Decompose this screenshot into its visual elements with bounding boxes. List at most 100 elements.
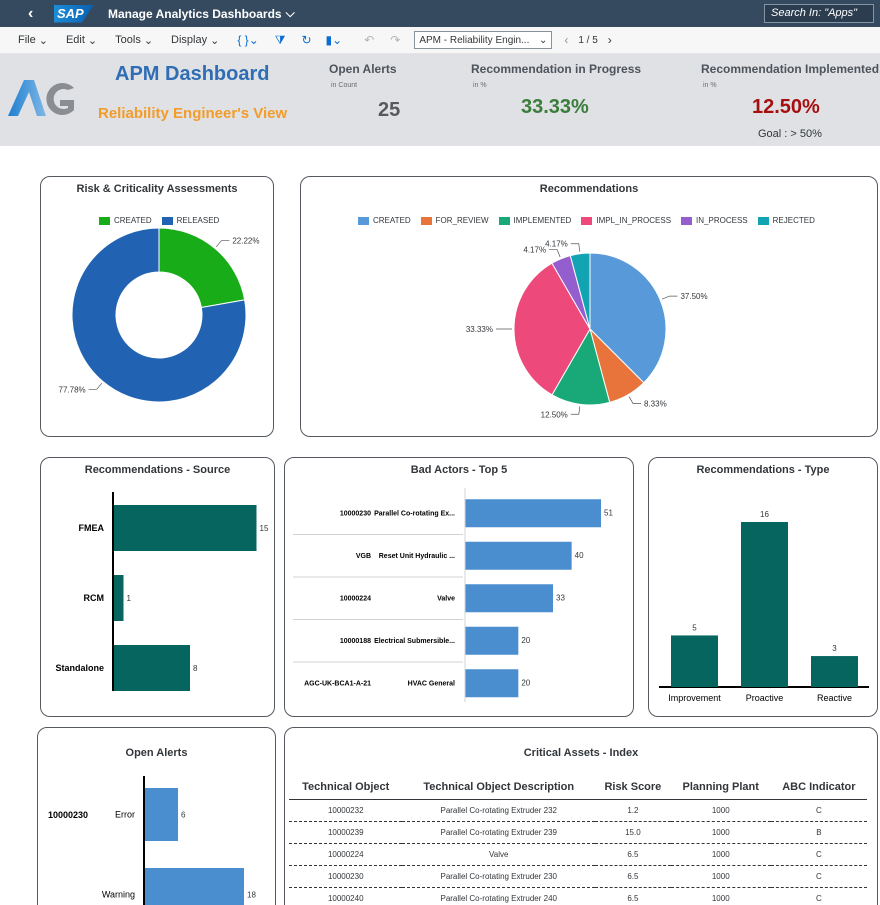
legend-item-in-process[interactable]: IN_PROCESS [681, 216, 748, 225]
search-input[interactable]: Search In: "Apps" [764, 4, 874, 23]
group-label: 10000230 [48, 810, 88, 820]
technical-object-label: 10000224 [340, 595, 371, 602]
recommendations-source-card[interactable]: Recommendations - Source FMEA 15 RCM 1 Stand… [40, 457, 275, 717]
display-menu-label: Display [171, 34, 208, 46]
data-label: 37.50% [680, 292, 707, 301]
pie-slice-rejected [569, 252, 591, 330]
ag-logo-icon: AG [8, 80, 74, 116]
critical-assets-table: Technical Object Technical Object Descrip… [289, 777, 867, 905]
pie-slice-created [589, 252, 667, 384]
formula-icon[interactable]: { }⌄ [237, 33, 259, 47]
table-row[interactable]: 10000232 Parallel Co-rotating Extruder 23… [289, 799, 867, 822]
table-row[interactable]: 10000224 Valve 6.5 1000 C [289, 843, 867, 866]
edit-menu[interactable]: Edit ⌄ [66, 34, 97, 47]
next-page-icon[interactable]: › [607, 33, 612, 47]
column-header[interactable]: Technical Object [289, 777, 403, 800]
prev-page-icon[interactable]: ‹ [564, 33, 569, 47]
data-label: 40 [575, 551, 584, 560]
legend-item-released[interactable]: RELEASED [161, 216, 219, 225]
bar-fmea [114, 505, 257, 551]
column-header[interactable]: Technical Object Description [402, 777, 596, 800]
column-header[interactable]: Risk Score [595, 777, 671, 800]
column-header[interactable]: Planning Plant [670, 777, 771, 800]
legend-item-for-review[interactable]: FOR_REVIEW [420, 216, 489, 225]
pie-slice-impl-in-process [513, 262, 591, 396]
data-label: 5 [692, 623, 697, 632]
label-leader-line [549, 249, 561, 258]
recommendations-type-card[interactable]: Recommendations - Type 5 Improvement 16 Pro… [648, 457, 878, 717]
risk-chart-title: Risk & Criticality Assessments [76, 183, 238, 195]
table-row[interactable]: 10000239 Parallel Co-rotating Extruder 23… [289, 821, 867, 844]
kpi-in-progress-value: 33.33% [521, 96, 589, 118]
page-indicator: 1 / 5 [578, 34, 598, 46]
category-label: Improvement [668, 693, 721, 703]
table-cell: C [770, 799, 867, 822]
table-cell: 1000 [670, 799, 771, 822]
toolbar: File ⌄ Edit ⌄ Tools ⌄ Display ⌄ { }⌄ ⧩ ↻ ▮⌄ … [0, 27, 880, 54]
type-column-chart: 5 Improvement 16 Proactive 3 Reactive [659, 510, 869, 703]
bad-actors-card[interactable]: Bad Actors - Top 5 10000230 Parallel Co-r… [284, 457, 634, 717]
recommendations-legend: CREATED FOR_REVIEW IMPLEMENTED IMPL_IN_P… [358, 216, 815, 225]
file-menu[interactable]: File ⌄ [18, 34, 48, 47]
table-cell: Parallel Co-rotating Extruder 240 [402, 887, 596, 905]
legend-item-created[interactable]: CREATED [358, 216, 411, 225]
tools-menu[interactable]: Tools ⌄ [115, 34, 153, 47]
legend-swatch [161, 216, 173, 225]
open-alerts-chart-title: Open Alerts [125, 747, 188, 759]
legend-swatch [581, 216, 593, 225]
risk-legend: CREATED RELEASED [99, 216, 219, 225]
recommendations-card[interactable]: Recommendations CREATED FOR_REVIEW IMPLE… [300, 176, 878, 437]
technical-object-label: 10000188 [340, 638, 371, 645]
shell-bar: ‹ SAP Manage Analytics Dashboards ⌵ Sear… [0, 0, 880, 27]
bookmark-icon[interactable]: ▮⌄ [325, 33, 343, 47]
bar-warning [145, 868, 244, 905]
bar-bad-actor [465, 541, 572, 570]
app-title-menu[interactable]: Manage Analytics Dashboards ⌵ [108, 6, 295, 21]
chevron-down-icon: ⌵ [285, 6, 295, 20]
table-row[interactable]: 10000240 Parallel Co-rotating Extruder 24… [289, 887, 867, 905]
label-leader-line [628, 396, 642, 404]
legend-label: REJECTED [772, 216, 815, 225]
legend-item-rejected[interactable]: REJECTED [757, 216, 815, 225]
filter-icon[interactable]: ⧩ [274, 32, 286, 47]
data-label: 4.17% [523, 246, 546, 255]
pie-slice-implemented [551, 327, 611, 406]
legend-item-implemented[interactable]: IMPLEMENTED [498, 216, 572, 225]
legend-item-created[interactable]: CREATED [99, 216, 152, 225]
legend-swatch [358, 216, 369, 225]
kpi-in-progress-unit: in % [473, 82, 487, 89]
redo-icon[interactable]: ↷ [390, 33, 401, 47]
chevron-down-icon: ⌄ [87, 34, 98, 47]
refresh-icon[interactable]: ↻ [301, 33, 312, 47]
legend-label: IMPLEMENTED [513, 216, 572, 225]
display-menu[interactable]: Display ⌄ [171, 34, 219, 47]
column-header[interactable]: ABC Indicator [770, 777, 867, 800]
table-cell: C [770, 843, 867, 866]
dashboard-subtitle: Reliability Engineer's View [98, 105, 288, 122]
critical-assets-card[interactable]: Critical Assets - Index Technical Object… [284, 727, 878, 905]
label-leader-line [570, 406, 581, 415]
category-label: Standalone [55, 663, 104, 673]
legend-item-impl-in-process[interactable]: IMPL_IN_PROCESS [581, 216, 671, 225]
kpi-goal: Goal : > 50% [758, 128, 822, 140]
open-alerts-bar-chart: 10000230 Error 6 Warning 18 [48, 776, 256, 905]
source-chart-title: Recommendations - Source [84, 464, 231, 476]
table-row[interactable]: 10000230 Parallel Co-rotating Extruder 23… [289, 865, 867, 888]
data-label: 20 [521, 636, 530, 645]
category-label: FMEA [79, 523, 105, 533]
data-label: 6 [181, 811, 186, 820]
label-leader-line [215, 240, 230, 248]
description-label: Electrical Submersible... [374, 638, 455, 645]
risk-criticality-card[interactable]: Risk & Criticality Assessments CREATED R… [40, 176, 274, 437]
chevron-down-icon: ⌄ [143, 34, 154, 47]
legend-swatch [420, 216, 432, 225]
undo-icon[interactable]: ↶ [364, 33, 375, 47]
table-cell: 1000 [670, 865, 771, 888]
data-label: 8 [193, 664, 198, 673]
table-cell: 1000 [670, 887, 771, 905]
back-arrow-icon[interactable]: ‹ [28, 4, 34, 22]
story-page-select[interactable]: APM - Reliability Engin... ⌄ [414, 31, 553, 49]
open-alerts-card[interactable]: Open Alerts 10000230 Error 6 Warning 18 [37, 727, 276, 905]
bar-bad-actor [465, 626, 519, 655]
bar-bad-actor [465, 669, 519, 698]
